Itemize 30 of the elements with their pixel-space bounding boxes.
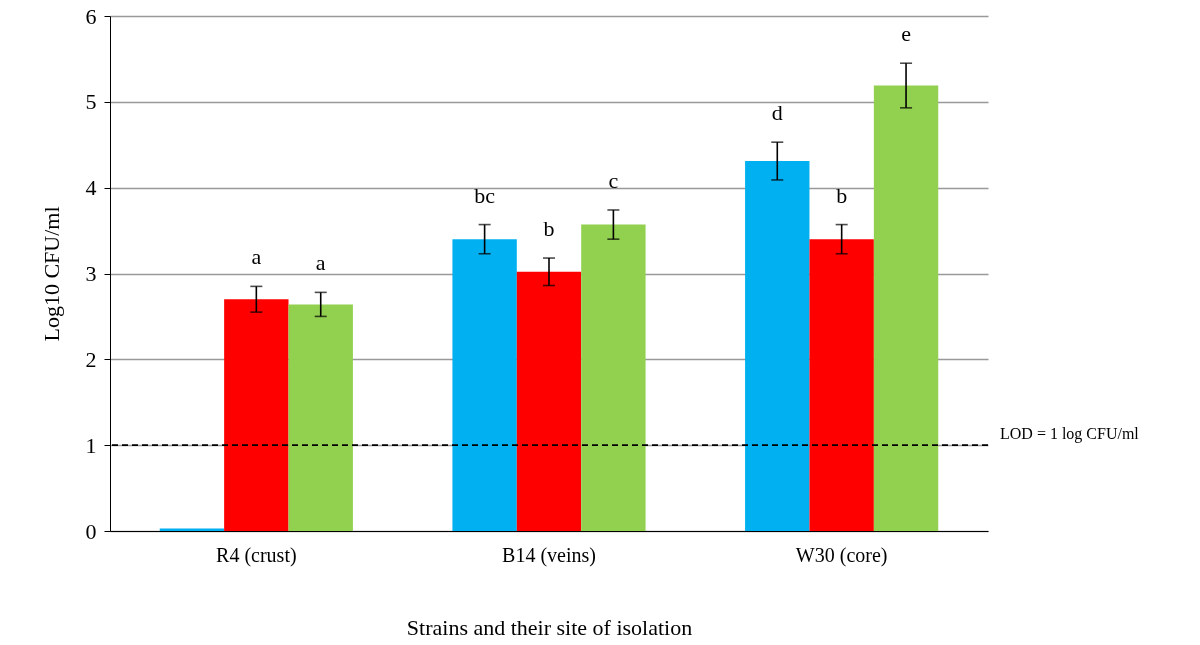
bar	[452, 239, 517, 531]
data-label: b	[543, 216, 555, 242]
bar	[809, 239, 874, 531]
bar	[516, 271, 582, 531]
x-tick-label: W30 (core)	[795, 543, 888, 567]
data-label: d	[771, 100, 783, 126]
data-label: a	[315, 250, 326, 276]
data-label: c	[608, 167, 619, 193]
y-tick-label: 6	[85, 3, 97, 29]
data-label: e	[901, 21, 911, 47]
x-tick-label: R4 (crust)	[216, 543, 297, 567]
bar	[224, 299, 289, 531]
y-tick-label: 3	[85, 261, 97, 286]
bar	[288, 304, 353, 531]
ref-line-label: LOD = 1 log CFU/ml	[1000, 425, 1140, 444]
data-label: bc	[474, 182, 496, 208]
x-tick-label: B14 (veins)	[502, 543, 596, 567]
bar	[159, 528, 225, 531]
y-tick-label: 4	[85, 175, 97, 201]
y-tick-label: 0	[85, 518, 97, 544]
y-tick-label: 2	[85, 346, 97, 372]
bar	[745, 161, 810, 531]
x-axis-title: Strains and their site of isolation	[406, 614, 693, 640]
bar	[581, 224, 646, 531]
data-label: a	[251, 244, 262, 270]
y-axis-title: Log10 CFU/ml	[38, 206, 64, 342]
y-tick-label: 5	[85, 89, 97, 115]
y-tick-label: 1	[85, 432, 97, 458]
data-label: b	[836, 182, 848, 208]
bar	[873, 85, 939, 531]
